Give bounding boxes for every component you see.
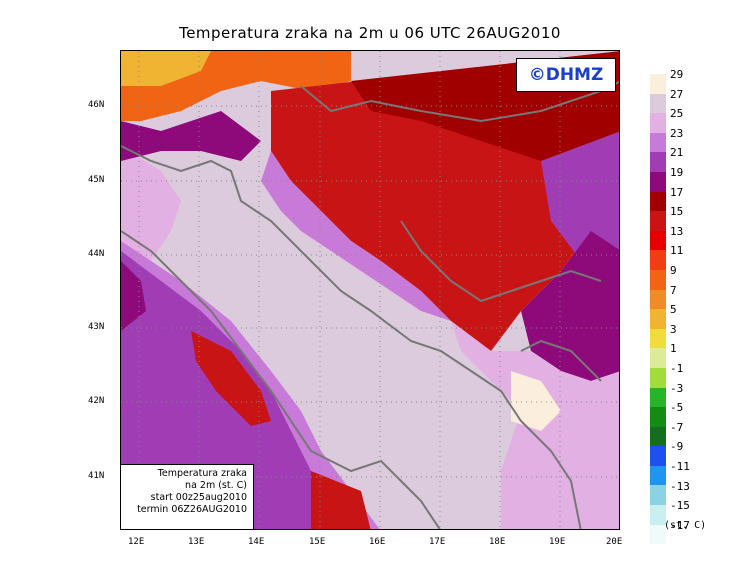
colorbar-swatch [650, 211, 666, 231]
lon-label: 17E [429, 537, 446, 547]
colorbar-swatch [650, 289, 666, 310]
border-north [300, 80, 619, 123]
colorbar-swatch [650, 93, 666, 114]
coastline-italy [121, 230, 441, 529]
alps-cold [121, 51, 211, 86]
colorbar-swatch [650, 524, 666, 545]
border-bosnia [400, 220, 602, 303]
map-canvas [121, 51, 619, 529]
colorbar [650, 74, 666, 545]
colorbar-swatch [650, 407, 666, 427]
colorbar-swatch [650, 191, 666, 212]
colorbar-swatch [650, 309, 666, 329]
lat-label: 45N [88, 175, 105, 185]
colorbar-swatch [650, 505, 666, 525]
lat-label: 41N [88, 471, 105, 481]
border-montenegro [520, 339, 602, 382]
colorbar-swatch [650, 367, 666, 388]
colorbar-label: 11 [670, 244, 684, 258]
dhmz-logo: ©DHMZ [516, 58, 616, 92]
colorbar-label: 25 [670, 107, 684, 121]
colorbar-label: -3 [670, 381, 684, 395]
colorbar-label: 17 [670, 185, 684, 199]
lat-label: 46N [88, 100, 105, 110]
info-line: start 00z25aug2010 [150, 492, 247, 503]
colorbar-label: 15 [670, 205, 684, 219]
colorbar-swatch [650, 485, 666, 506]
north-italy-plain [121, 111, 261, 161]
colorbar-label: -11 [670, 460, 690, 473]
grid-lines [121, 51, 619, 529]
colorbar-swatch [650, 269, 666, 290]
italy-north-region [121, 146, 181, 281]
italy-west-warm [121, 261, 146, 331]
colorbar-label: 21 [670, 146, 684, 160]
info-line: na 2m (st. C) [185, 480, 247, 491]
colorbar-label: 3 [670, 322, 677, 336]
colorbar-label: -15 [670, 499, 690, 513]
colorbar-swatch [650, 152, 666, 172]
colorbar-label: 27 [670, 87, 684, 101]
colorbar-label: 23 [670, 126, 684, 140]
colorbar-swatch [650, 113, 666, 133]
colorbar-label: -13 [670, 479, 690, 493]
coastline-east [121, 145, 582, 529]
lon-label: 14E [248, 537, 265, 547]
colorbar-swatch [650, 348, 666, 368]
temperature-map [120, 50, 620, 530]
info-box: Temperatura zraka na 2m (st. C) start 00… [120, 464, 254, 530]
colorbar-swatch [650, 465, 666, 486]
east-balkan-region [541, 131, 619, 261]
lon-label: 15E [309, 537, 326, 547]
colorbar-label: -9 [670, 440, 684, 454]
colorbar-label: -5 [670, 401, 684, 415]
albania-hot-spot [511, 371, 561, 431]
colorbar-unit: (st. C) [664, 520, 707, 531]
colorbar-label: -1 [670, 362, 684, 375]
lon-label: 16E [369, 537, 386, 547]
colorbar-label: 29 [670, 68, 684, 81]
lon-label: 13E [188, 537, 205, 547]
lon-label: 12E [128, 537, 145, 547]
colorbar-swatch [650, 250, 666, 270]
colorbar-label: 7 [670, 283, 677, 297]
colorbar-swatch [650, 74, 666, 94]
colorbar-label: 13 [670, 224, 684, 238]
colorbar-label: 1 [670, 342, 677, 356]
colorbar-swatch [650, 387, 666, 408]
colorbar-swatch [650, 328, 666, 349]
lon-label: 20E [606, 537, 623, 547]
colorbar-swatch [650, 230, 666, 251]
colorbar-label: 19 [670, 166, 684, 179]
map-title: Temperatura zraka na 2m u 06 UTC 26AUG20… [179, 24, 561, 42]
colorbar-swatch [650, 171, 666, 192]
colorbar-label: -17 [670, 518, 690, 532]
info-line: Temperatura zraka [157, 468, 247, 479]
info-line: termin 06Z26AUG2010 [137, 504, 247, 515]
lon-label: 18E [489, 537, 506, 547]
lon-label: 19E [549, 537, 566, 547]
colorbar-swatch [650, 132, 666, 153]
colorbar-swatch [650, 426, 666, 447]
lat-label: 44N [88, 249, 105, 259]
italy-south-hot [311, 471, 371, 529]
colorbar-label: 9 [670, 264, 677, 277]
lat-label: 43N [88, 322, 105, 332]
lat-label: 42N [88, 396, 105, 406]
dalmatian-coast-strip [261, 151, 451, 321]
colorbar-swatch [650, 446, 666, 466]
colorbar-label: -7 [670, 420, 684, 434]
colorbar-label: 5 [670, 303, 677, 317]
